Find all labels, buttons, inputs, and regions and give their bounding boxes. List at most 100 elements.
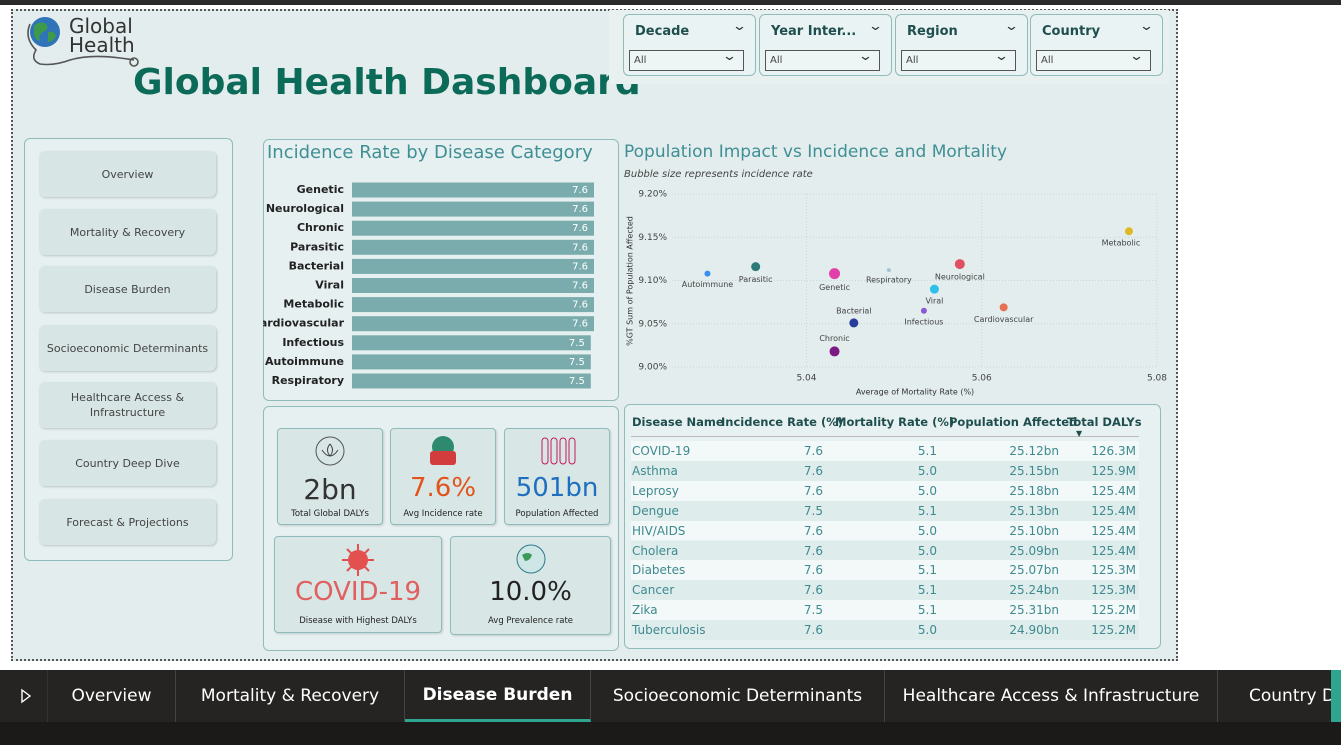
icon-shape	[559, 437, 567, 465]
page-tab[interactable]: Mortality & Recovery	[176, 670, 405, 722]
bubble	[849, 318, 859, 328]
page-tab[interactable]: Overview	[48, 670, 176, 722]
category-label: Infectious	[282, 336, 344, 349]
status-bar	[0, 722, 1341, 745]
bubble	[829, 268, 841, 280]
filter-value: All	[906, 55, 919, 66]
kpi-value: COVID-19	[294, 577, 422, 607]
nav-button[interactable]: Country Deep Dive	[39, 440, 216, 486]
table-cell: HIV/AIDS	[632, 523, 686, 538]
table-cell: 25.12bn	[1009, 444, 1059, 458]
chart-title: Population Impact vs Incidence and Morta…	[624, 142, 1007, 162]
kpi-card: 10.0% Avg Prevalence rate	[450, 536, 611, 635]
table-cell: 125.4M	[1091, 483, 1136, 498]
filter-chevron: ⌄	[731, 19, 748, 34]
logo-land	[34, 22, 56, 42]
filter-slicer[interactable]: Region ⌄ All ⌄	[895, 14, 1028, 76]
filter-label: Region	[907, 24, 958, 39]
page-tab[interactable]: Disease Burden	[405, 670, 591, 722]
point-label: Respiratory	[866, 276, 912, 285]
table-row: Zika 7.5 5.1 25.31bn 125.2M	[631, 600, 1139, 621]
page-tab[interactable]: Healthcare Access & Infrastructure	[885, 670, 1218, 722]
point-label: Genetic	[819, 283, 850, 292]
icon-shape	[430, 451, 456, 465]
kpi-label: Avg Incidence rate	[403, 509, 483, 519]
table-cell: 5.1	[917, 444, 937, 458]
category-label: Neurological	[266, 202, 344, 215]
filter-dropdown[interactable]: All ⌄	[901, 49, 1016, 71]
table-cell: 25.09bn	[1009, 543, 1059, 558]
column-header[interactable]: Population Affected	[949, 415, 1078, 429]
table-cell: 7.6	[803, 563, 823, 578]
table-cell: 5.0	[917, 483, 937, 498]
filter-slicer[interactable]: Country ⌄ All ⌄	[1030, 14, 1163, 76]
point-label: Metabolic	[1102, 239, 1141, 248]
filter-value: All	[634, 55, 647, 66]
bar	[352, 354, 591, 370]
table-cell: 5.0	[917, 463, 937, 478]
nav-button[interactable]: Disease Burden	[39, 266, 216, 312]
bubble	[954, 259, 965, 270]
logo-stethoscope-end	[129, 57, 139, 67]
table-row: Dengue 7.5 5.1 25.13bn 125.4M	[631, 500, 1139, 521]
bar	[352, 373, 591, 389]
filter-dropdown[interactable]: All ⌄	[629, 49, 744, 71]
sort-indicator: ▼	[1076, 429, 1083, 438]
page-tab[interactable]: Country Deep Dive	[1249, 686, 1331, 706]
kpi-value: 501bn	[515, 473, 599, 503]
x-tick-label: 5.08	[1147, 374, 1167, 384]
nav-button[interactable]: Healthcare Access & Infrastructure	[39, 382, 216, 428]
nav-button[interactable]: Forecast & Projections	[39, 499, 216, 545]
table-cell: 125.4M	[1091, 503, 1136, 518]
logo-text: Global	[69, 14, 133, 38]
filter-slicer[interactable]: Decade ⌄ All ⌄	[623, 14, 756, 76]
kpi-value: 10.0%	[489, 577, 572, 607]
icon-shape	[321, 443, 339, 457]
table-cell: 5.1	[917, 503, 937, 518]
table-cell: 25.18bn	[1009, 483, 1059, 498]
tab-nav-button[interactable]	[0, 670, 48, 722]
page-tab[interactable]: Socioeconomic Determinants	[591, 670, 885, 722]
filter-value: All	[770, 55, 783, 66]
bubble	[999, 303, 1008, 312]
y-tick-label: 9.05%	[638, 319, 667, 329]
table-panel: Disease Name Incidence Rate (%) Mortality …	[624, 404, 1161, 649]
filter-dropdown[interactable]: All ⌄	[1036, 49, 1151, 71]
column-header[interactable]: Mortality Rate (%)	[835, 415, 955, 429]
column-header[interactable]: Disease Name	[632, 415, 724, 429]
table-cell: Dengue	[632, 503, 679, 518]
filter-chevron: ⌄	[867, 19, 884, 34]
table-cell: 5.1	[917, 603, 937, 618]
table-row: Cancer 7.6 5.1 25.24bn 125.3M	[631, 580, 1139, 601]
kpi-card: 2bn Total Global DALYs	[277, 428, 383, 525]
table-cell: 5.0	[917, 623, 937, 638]
scatter-chart: Population Impact vs Incidence and Morta…	[624, 142, 1167, 397]
bar	[352, 278, 594, 293]
table-cell: 7.6	[803, 543, 823, 558]
filter-dropdown[interactable]: All ⌄	[765, 49, 880, 71]
y-tick-label: 9.20%	[638, 190, 667, 200]
value-label: 7.6	[572, 223, 588, 234]
value-label: 7.5	[569, 376, 585, 387]
top-strip	[0, 0, 1341, 5]
value-label: 7.6	[572, 319, 588, 330]
nav-button[interactable]: Mortality & Recovery	[39, 209, 216, 255]
table-cell: 125.2M	[1091, 623, 1136, 638]
filter-value: All	[1041, 55, 1054, 66]
nav-button[interactable]: Socioeconomic Determinants	[39, 325, 216, 371]
column-header[interactable]: Total DALYs	[1067, 415, 1142, 429]
chart-title: Incidence Rate by Disease Category	[267, 142, 593, 163]
category-label: Respiratory	[272, 374, 344, 387]
tab-bar	[0, 670, 1341, 722]
nav-button[interactable]: Overview	[39, 151, 216, 197]
table-cell: 125.9M	[1091, 463, 1136, 478]
column-header[interactable]: Incidence Rate (%)	[721, 415, 844, 429]
table-row: HIV/AIDS 7.6 5.0 25.10bn 125.4M	[631, 520, 1139, 541]
table-row: Asthma 7.6 5.0 25.15bn 125.9M	[631, 460, 1139, 481]
filter-chevron: ⌄	[1138, 19, 1155, 34]
bar	[352, 316, 594, 332]
filter-slicer[interactable]: Year Inter... ⌄ All ⌄	[759, 14, 892, 76]
kpi-panel: 2bn Total Global DALYs 7.6% Avg Incidence r…	[263, 406, 619, 651]
scroll-accent	[1331, 670, 1341, 722]
bar	[352, 239, 594, 255]
